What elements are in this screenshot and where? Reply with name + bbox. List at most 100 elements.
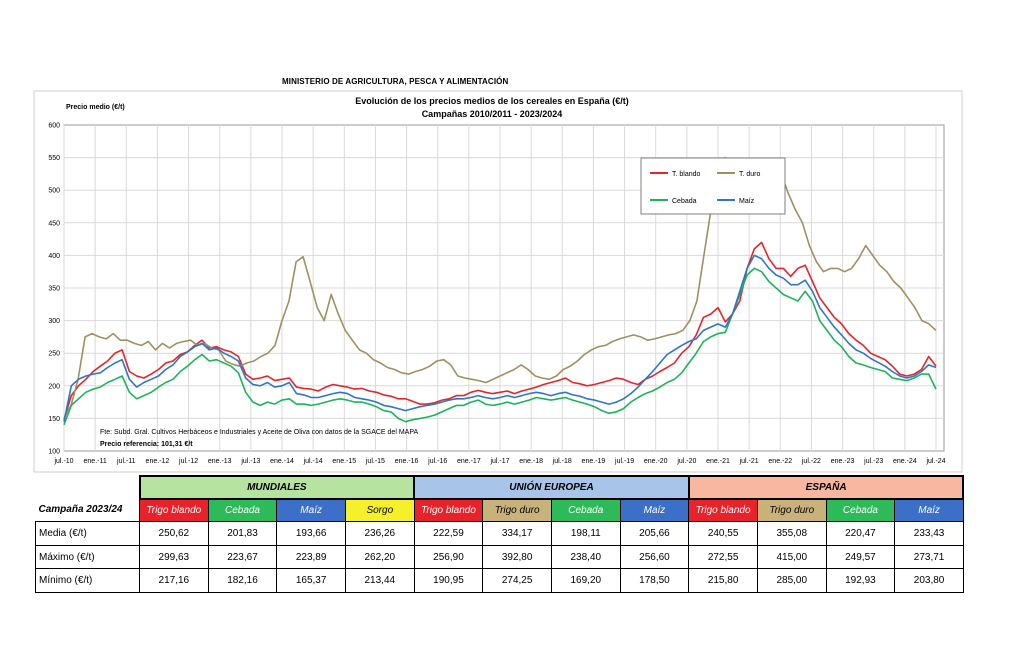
legend-label-maiz: Maíz: [739, 198, 755, 205]
y-tick-label: 450: [48, 220, 60, 227]
price-chart: 100 150 200 250 300 350 400 450 500 550 600 jul.-1…: [33, 90, 963, 473]
legend-box: [640, 157, 786, 215]
column-header: Cebada: [207, 498, 278, 523]
row-label: Mínimo (€/t): [35, 568, 140, 593]
column-header: Trigo duro: [482, 498, 552, 523]
table-cell: 256,60: [619, 544, 690, 570]
table-cell: 201,83: [207, 521, 278, 546]
x-tick-label: jul.-16: [427, 458, 447, 465]
table-cell: 250,62: [139, 521, 209, 546]
table-cell: 249,57: [825, 544, 896, 570]
x-tick-label: jul.-11: [116, 458, 136, 465]
table-row: Máximo (€/t) 299,63 223,67 223,89 262,20 256…: [35, 544, 964, 570]
source-note: Fte: Subd. Gral. Cultivos Herbáceos e In…: [100, 429, 418, 436]
y-tick-label: 150: [48, 416, 60, 423]
group-header-row: MUNDIALES UNIÓN EUROPEA ESPAÑA: [36, 475, 965, 500]
row-label: Media (€/t): [35, 521, 140, 546]
table-cell: 233,43: [894, 521, 964, 546]
x-tick-label: jul.-24: [925, 458, 945, 465]
y-tick-label: 200: [48, 383, 60, 390]
table-cell: 220,47: [825, 521, 896, 546]
legend-label-cebada: Cebada: [672, 198, 697, 205]
group-mundiales: MUNDIALES: [138, 475, 416, 500]
series-line-t-duro: [63, 156, 937, 419]
table-cell: 217,16: [139, 568, 209, 593]
table-cell: 165,37: [276, 568, 346, 593]
y-tick-label: 100: [48, 449, 60, 456]
x-tick-label: ene.-14: [270, 458, 294, 465]
corner-cell: [36, 476, 140, 499]
x-tick-label: ene.-23: [831, 458, 855, 465]
table-cell: 178,50: [619, 568, 690, 593]
column-header: Sorgo: [344, 498, 415, 523]
y-axis-label: Precio medio (€/t): [66, 104, 125, 111]
x-tick-label: jul.-15: [365, 458, 385, 465]
table-cell: 299,63: [139, 544, 209, 570]
y-tick-label: 550: [48, 155, 60, 162]
ministry-header: MINISTERIO DE AGRICULTURA, PESCA Y ALIME…: [282, 77, 509, 86]
table-cell: 193,66: [276, 521, 346, 546]
table-cell: 169,20: [550, 568, 621, 593]
y-tick-label: 250: [48, 351, 60, 358]
column-header: Trigo blando: [413, 498, 484, 523]
table-cell: 238,40: [550, 544, 621, 570]
x-tick-label: jul.-12: [178, 458, 198, 465]
x-tick-label: jul.-21: [739, 458, 759, 465]
x-tick-label: jul.-20: [676, 458, 696, 465]
table-cell: 273,71: [894, 544, 964, 570]
table-cell: 274,25: [482, 568, 552, 593]
table-cell: 223,89: [276, 544, 346, 570]
x-tick-label: ene.-19: [582, 458, 606, 465]
x-tick-label: ene.-17: [457, 458, 481, 465]
table-row: Mínimo (€/t) 217,16 182,16 165,37 213,44 190…: [35, 568, 964, 593]
table-cell: 285,00: [756, 568, 827, 593]
legend-label-t-blando: T. blando: [672, 171, 701, 178]
legend: T. blando T. duro Cebada Maíz: [640, 157, 786, 215]
x-tick-label: ene.-12: [146, 458, 170, 465]
table-cell: 205,66: [619, 521, 690, 546]
x-tick-label: jul.-22: [801, 458, 821, 465]
column-header: Trigo blando: [139, 498, 209, 523]
column-header: Cebada: [550, 498, 621, 523]
series-line-cebada: [63, 267, 937, 426]
x-tick-label: ene.-20: [644, 458, 668, 465]
table-cell: 222,59: [413, 521, 484, 546]
table-cell: 262,20: [344, 544, 415, 570]
y-tick-label: 400: [48, 253, 60, 260]
x-tick-label: jul.-14: [303, 458, 323, 465]
x-tick-label: jul.-18: [552, 458, 572, 465]
table-cell: 203,80: [894, 568, 964, 593]
x-tick-label: jul.-19: [614, 458, 634, 465]
x-tick-label: ene.-15: [332, 458, 356, 465]
table-cell: 334,17: [482, 521, 552, 546]
table-cell: 355,08: [756, 521, 827, 546]
x-tick-label: jul.-23: [863, 458, 883, 465]
x-tick-label: ene.-24: [893, 458, 917, 465]
x-tick-label: ene.-16: [395, 458, 419, 465]
table-cell: 192,93: [825, 568, 896, 593]
stats-table: MUNDIALES UNIÓN EUROPEA ESPAÑA Campaña 2…: [35, 475, 965, 593]
y-tick-label: 500: [48, 188, 60, 195]
x-tick-label: jul.-13: [240, 458, 260, 465]
column-header-row: Campaña 2023/24 Trigo blando Cebada Maíz So…: [36, 498, 964, 523]
group-espana: ESPAÑA: [687, 475, 965, 500]
x-tick-label: ene.-18: [519, 458, 543, 465]
group-union-europea: UNIÓN EUROPEA: [413, 475, 690, 500]
table-cell: 240,55: [688, 521, 758, 546]
y-tick-label: 600: [48, 123, 60, 130]
reference-note: Precio referencia: 101,31 €/t: [100, 441, 193, 448]
chart-subtitle: Campañas 2010/2011 - 2023/2024: [422, 109, 563, 119]
table-cell: 415,00: [756, 544, 827, 570]
x-tick-label: jul.-10: [53, 458, 73, 465]
table-row: Media (€/t) 250,62 201,83 193,66 236,26 222,…: [35, 521, 964, 546]
table-cell: 256,90: [413, 544, 484, 570]
chart-title: Evolución de los precios medios de los c…: [355, 96, 629, 106]
table-cell: 182,16: [207, 568, 278, 593]
x-tick-label: ene.-22: [768, 458, 792, 465]
series-line-maiz: [63, 254, 937, 422]
column-header: Trigo duro: [756, 498, 827, 523]
column-header: Maíz: [619, 498, 690, 523]
x-tick-label: ene.-21: [706, 458, 730, 465]
column-header: Maíz: [276, 498, 346, 523]
row-label: Máximo (€/t): [35, 544, 140, 570]
